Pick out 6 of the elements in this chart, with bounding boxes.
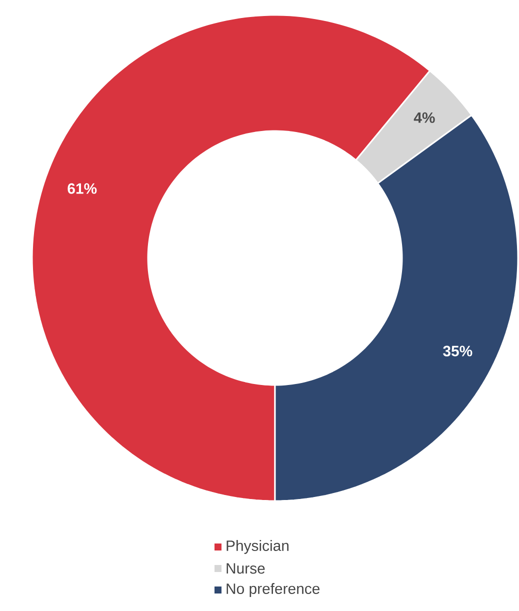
legend-label: No preference [226, 583, 320, 597]
data-label: 4% [414, 112, 435, 123]
legend-label: Physician [226, 540, 288, 554]
legend-label: Nurse [226, 563, 265, 574]
data-label: 61% [68, 183, 97, 194]
data-label: 35% [443, 346, 472, 356]
